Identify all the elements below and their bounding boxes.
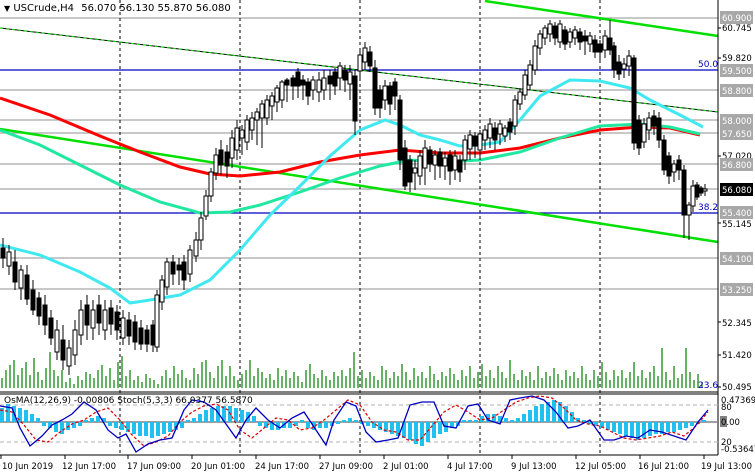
ema-red-line <box>0 96 701 178</box>
ema-cyan-line <box>0 78 704 305</box>
stoch-signal-line <box>0 395 709 447</box>
period-separators <box>119 0 601 455</box>
stoch-20-label: 20 <box>721 438 732 448</box>
tag-54100: 54.100 <box>722 255 752 265</box>
time-label-5: 27 Jun 09:00 <box>319 462 373 472</box>
time-label-0: 10 Jun 2019 <box>2 462 53 472</box>
ema-teal-line <box>0 122 701 215</box>
current-price-tag: 56.080 <box>722 186 752 196</box>
tick-59820: 59.820 <box>722 54 752 64</box>
time-label-8: 9 Jul 13:00 <box>511 462 557 472</box>
tick-52345: 52.345 <box>722 319 752 329</box>
oscillator-pane <box>0 395 718 453</box>
tick-60745: 60.745 <box>722 24 752 34</box>
time-label-2: 17 Jun 09:00 <box>127 462 181 472</box>
tag-56800: 56.800 <box>722 161 752 171</box>
time-label-1: 12 Jun 17:00 <box>62 462 116 472</box>
tag-58800: 58.800 <box>722 87 752 97</box>
tick-57020: 57.020 <box>722 152 752 162</box>
time-label-7: 4 Jul 17:00 <box>447 462 493 472</box>
triangle-down-icon[interactable]: ▼ <box>4 4 11 13</box>
tick-50495: 50.495 <box>722 383 752 393</box>
volume-bars <box>1 348 703 388</box>
candlesticks <box>0 20 708 375</box>
fib-50-label: 50.0 <box>698 60 718 70</box>
time-axis: 10 Jun 2019 12 Jun 17:00 17 Jun 09:00 20… <box>0 455 752 472</box>
price-axis: 60.900 60.745 59.820 59.500 58.800 58.00… <box>718 11 755 455</box>
tag-59500: 59.500 <box>722 67 752 77</box>
tag-55400: 55.400 <box>722 209 752 219</box>
tag-57650: 57.650 <box>722 130 752 140</box>
time-label-11: 19 Jul 13:00 <box>701 462 752 472</box>
time-label-3: 20 Jun 01:00 <box>191 462 245 472</box>
time-label-10: 16 Jul 21:00 <box>638 462 689 472</box>
stoch-main-line <box>0 395 709 453</box>
ohlc-values: 56.070 56.130 55.870 56.080 <box>81 3 231 14</box>
osc-max-label: 0.47369 <box>721 396 755 406</box>
moving-averages <box>0 78 704 305</box>
fib-23-label: 23.6 <box>698 381 718 391</box>
tag-58000: 58.000 <box>722 117 752 127</box>
tick-55145: 55.145 <box>722 220 752 230</box>
osc-zero-label: 0.00 <box>721 418 740 428</box>
stoch-80-label: 80 <box>721 403 732 413</box>
fib-38-label: 38.2 <box>698 203 718 213</box>
time-label-4: 24 Jun 17:00 <box>255 462 309 472</box>
osc-min-label: -0.53647 <box>721 445 755 455</box>
tag-60900: 60.900 <box>722 14 752 24</box>
chart-header: ▼ USCrude,H4 56.070 56.130 55.870 56.080 <box>4 3 231 14</box>
oscillator-label: OsMA(12,26,9) -0.00806 Stoch(5,3,3) 66.0… <box>4 396 253 406</box>
time-label-6: 2 Jul 01:00 <box>383 462 429 472</box>
time-label-9: 12 Jul 05:00 <box>575 462 626 472</box>
symbol-label: USCrude,H4 <box>13 3 75 14</box>
tag-53250: 53.250 <box>722 286 752 296</box>
tick-51420: 51.420 <box>722 351 752 361</box>
oscillator-header: OsMA(12,26,9) -0.00806 Stoch(5,3,3) 66.0… <box>4 396 253 406</box>
